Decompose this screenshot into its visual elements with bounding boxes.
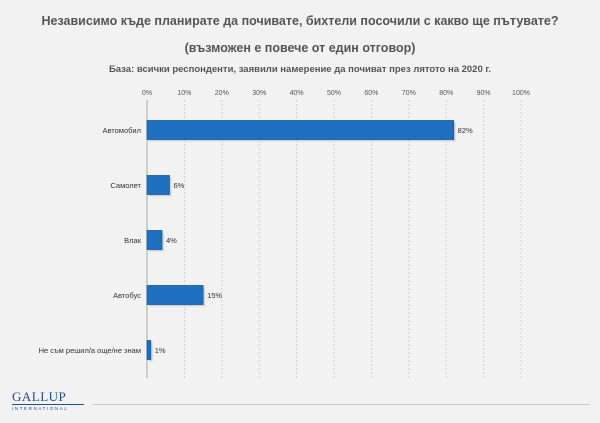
category-label: Автомобил <box>102 126 141 135</box>
gallup-logo: GALLUP INTERNATIONAL <box>12 389 92 412</box>
category-label: Автобус <box>113 291 141 300</box>
bar-value-label: 6% <box>173 181 184 190</box>
bar <box>146 285 204 305</box>
category-label: Влак <box>124 236 142 245</box>
x-tick-label: 50% <box>327 90 341 97</box>
bar <box>146 230 163 250</box>
bar-value-label: 1% <box>155 346 166 355</box>
chart-title: Независимо къде планирате да почивате, б… <box>41 14 559 28</box>
bar-value-label: 82% <box>458 126 473 135</box>
x-tick-label: 40% <box>290 90 304 97</box>
bar <box>146 175 170 195</box>
bar-value-label: 15% <box>207 291 222 300</box>
chart-subtitle: База: всички респонденти, заявили намере… <box>108 64 492 75</box>
x-tick-label: 10% <box>177 90 191 97</box>
category-label: Не съм решил/а още/не знам <box>39 346 141 355</box>
category-label: Самолет <box>110 181 141 190</box>
logo-main-text: GALLUP <box>12 389 67 404</box>
x-tick-label: 30% <box>252 90 266 97</box>
x-tick-label: 80% <box>439 90 453 97</box>
chart-title-note: (възможен е повече от един отговор) <box>184 41 416 55</box>
logo-sub-text: INTERNATIONAL <box>12 404 84 412</box>
bar <box>146 120 455 140</box>
x-tick-label: 70% <box>402 90 416 97</box>
x-tick-label: 60% <box>364 90 378 97</box>
bar-value-label: 4% <box>166 236 177 245</box>
x-tick-label: 0% <box>142 90 152 97</box>
x-tick-label: 90% <box>477 90 491 97</box>
x-tick-label: 100% <box>512 90 530 97</box>
bar <box>146 340 152 360</box>
footer-divider <box>92 404 590 405</box>
x-tick-label: 20% <box>215 90 229 97</box>
